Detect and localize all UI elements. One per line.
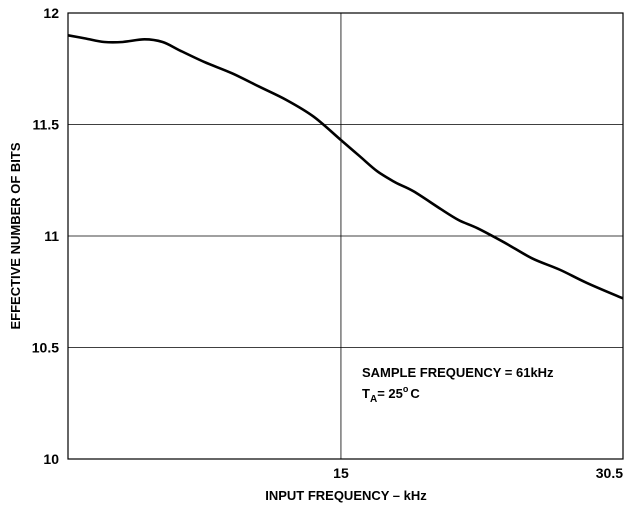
annotation-temp-superscript: o bbox=[403, 384, 409, 394]
annotation-temp-subscript: A bbox=[370, 394, 377, 405]
x-tick-label: 15 bbox=[333, 465, 349, 481]
y-tick-label: 12 bbox=[43, 5, 59, 21]
annotation-temp-t: T bbox=[362, 386, 370, 401]
x-tick-labels: 15 30.5 bbox=[333, 465, 623, 481]
x-axis-title: INPUT FREQUENCY – kHz bbox=[265, 488, 427, 503]
y-tick-label: 10.5 bbox=[32, 340, 59, 356]
annotation-temp-unit: C bbox=[410, 386, 420, 401]
y-axis-title: EFFECTIVE NUMBER OF BITS bbox=[8, 142, 23, 329]
y-tick-label: 11 bbox=[44, 228, 59, 244]
y-tick-label: 10 bbox=[43, 451, 59, 467]
x-tick-label: 30.5 bbox=[596, 465, 623, 481]
y-tick-labels: 10 10.5 11 11.5 12 bbox=[32, 5, 59, 467]
annotation-temp-value: = 25 bbox=[377, 386, 403, 401]
annotation-sample-frequency: SAMPLE FREQUENCY = 61kHz bbox=[362, 365, 554, 380]
y-tick-label: 11.5 bbox=[33, 117, 60, 133]
